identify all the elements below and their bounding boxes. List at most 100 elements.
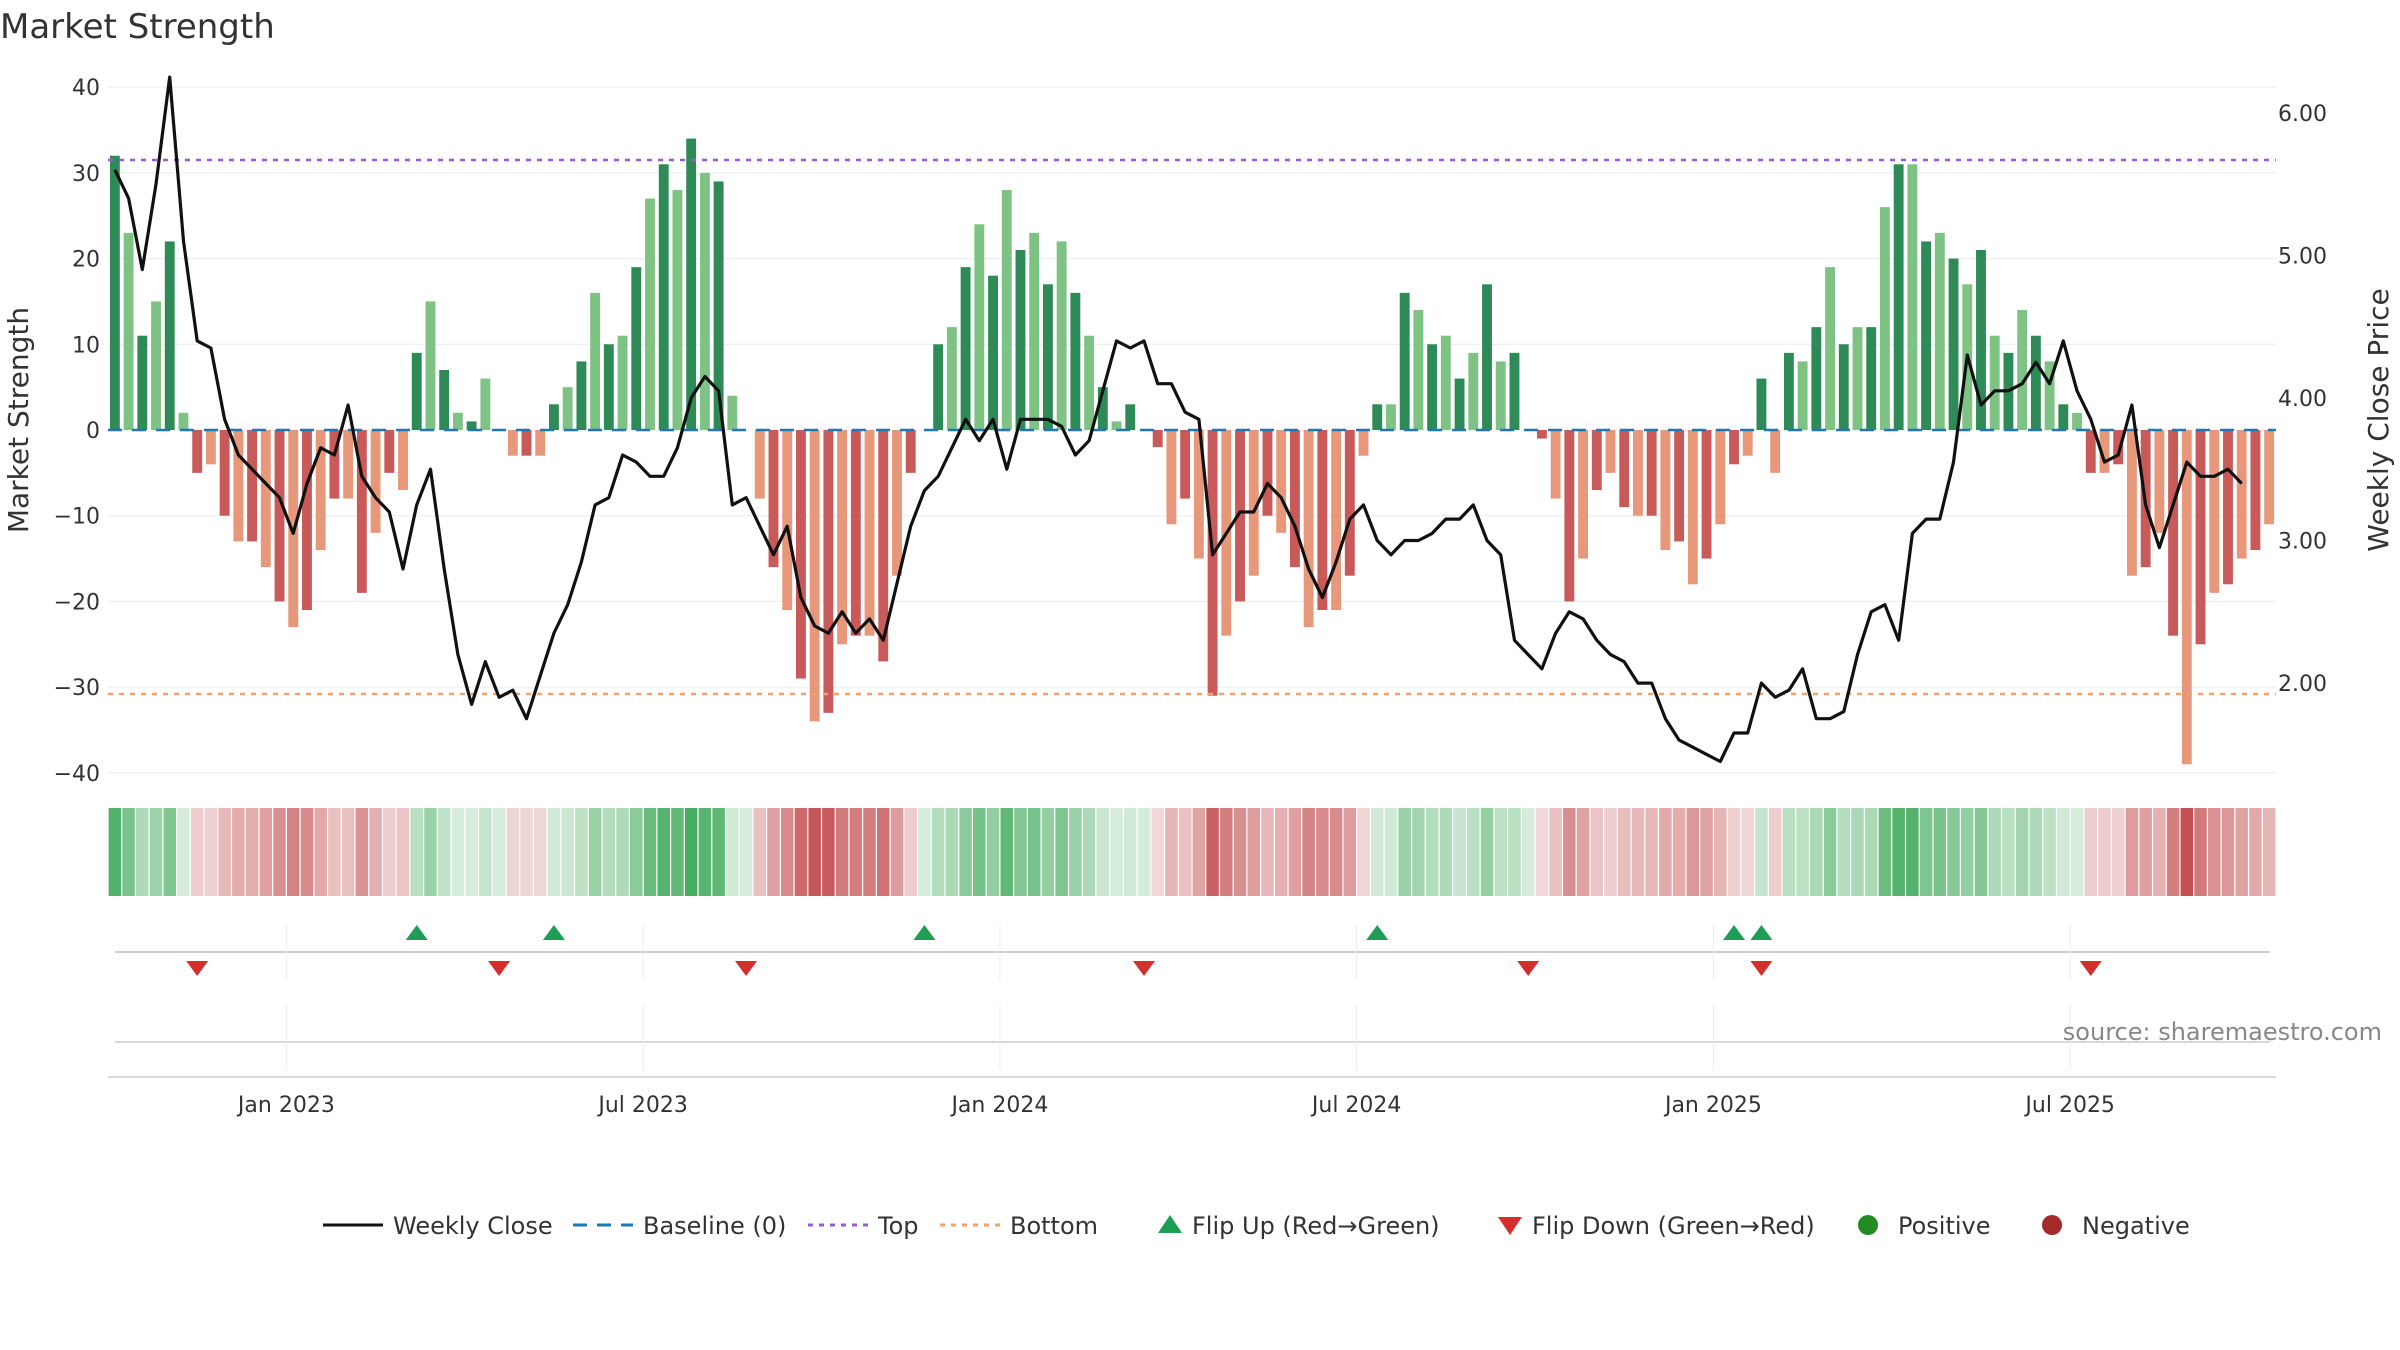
positive-bar [1454,378,1465,430]
positive-bar [1399,292,1410,430]
flip-down-marker [488,961,511,976]
strip-cell [424,808,437,896]
strip-cell [1837,808,1851,896]
negative-bar [809,430,820,722]
positive-bar [452,412,463,430]
negative-bar [2223,430,2233,585]
negative-bar [343,430,354,499]
positive-bar [1797,361,1808,430]
positive-bar [2044,361,2055,430]
positive-bar [137,335,148,430]
strip-cell [1055,808,1068,896]
negative-bar [247,430,258,542]
strip-cell [1110,808,1123,896]
strip-cell [2057,808,2070,896]
strip-cell [767,808,780,896]
positive-bar [2030,335,2041,430]
strip-cell [1425,808,1439,896]
strip-cell [1604,808,1617,896]
negative-bar [1289,430,1300,568]
strip-cell [1974,808,1988,896]
positive-bar [1084,335,1095,430]
negative-bar [2209,430,2220,593]
negative-bar [1152,430,1163,448]
negative-bar [754,430,765,499]
strip-cell [918,808,931,896]
strip-cell [1137,808,1151,896]
strip-cell [1027,808,1041,896]
negative-bar [1344,430,1355,576]
strip-cell [1535,808,1549,896]
strip-cell [465,808,478,896]
positive-bar [988,275,998,430]
legend: Weekly Close Baseline (0) Top Bottom Flip Up… [323,1212,2190,1240]
strip-cell [1014,808,1027,896]
flip-up-marker [1750,925,1773,940]
negative-bar [1660,430,1671,550]
negative-bar [356,430,367,593]
weekly-close-series [113,75,2243,764]
chart-title: Market Strength [0,7,275,47]
negative-bar [219,430,230,516]
strip-cell [273,808,286,896]
positive-bar [1070,292,1081,430]
left-tick-label: 30 [72,162,100,187]
strip-cell [1672,808,1686,896]
strip-cell [122,808,135,896]
positive-bar [425,301,436,430]
negative-bar [1633,430,1643,516]
strip-cell [1494,808,1507,896]
x-axis: Jan 2023 Jul 2023 Jan 2024 Jul 2024 Jan 2025… [108,925,2276,1118]
negative-bar [1605,430,1616,473]
negative-bar [823,430,834,713]
positive-bar [603,344,614,430]
negative-bar [1248,430,1259,576]
x-tick-label: Jan 2025 [1663,1093,1762,1118]
strip-cell [355,808,369,896]
strip-cell [712,808,725,896]
negative-bar [782,430,793,610]
strip-cell [149,808,163,896]
left-tick-label: 0 [86,419,100,444]
strip-cell [437,808,451,896]
positive-bar [1125,404,1136,430]
flip-markers-panel [115,925,2270,1043]
positive-bar [123,232,134,430]
negative-bar [2236,430,2247,559]
right-axis-title: Weekly Close Price [2362,288,2395,551]
strip-cell [204,808,218,896]
strip-cell [232,808,245,896]
positive-bar [1056,241,1067,430]
strip-cell [1906,808,1919,896]
positive-bar [946,327,957,430]
negative-bar [1235,430,1245,602]
left-tick-label: 40 [72,76,100,101]
strip-cell [1521,808,1535,896]
strip-cell [1082,808,1096,896]
flip-down-marker [735,961,758,976]
strip-cell [1384,808,1398,896]
strip-cell [973,808,986,896]
strip-cell [396,808,410,896]
strip-cell [1192,808,1206,896]
positive-bar [439,370,450,430]
strip-cell [2262,808,2276,896]
strip-cell [1851,808,1864,896]
left-tick-label: 20 [72,248,100,273]
positive-bar [617,335,628,430]
positive-bar [164,241,175,430]
negative-bar [1166,430,1177,525]
positive-bar [576,361,587,430]
strip-cell [218,808,231,896]
negative-bar [398,430,408,490]
legend-label: Baseline (0) [643,1212,786,1240]
strip-cell [1549,808,1562,896]
positive-bar [658,164,669,431]
positive-bar [1440,335,1451,430]
flip-up-marker [405,925,428,940]
positive-bar [1413,310,1424,430]
negative-bar [2195,430,2206,645]
negative-bar [1303,430,1314,628]
strip-cell [547,808,561,896]
strip-cell [190,808,204,896]
